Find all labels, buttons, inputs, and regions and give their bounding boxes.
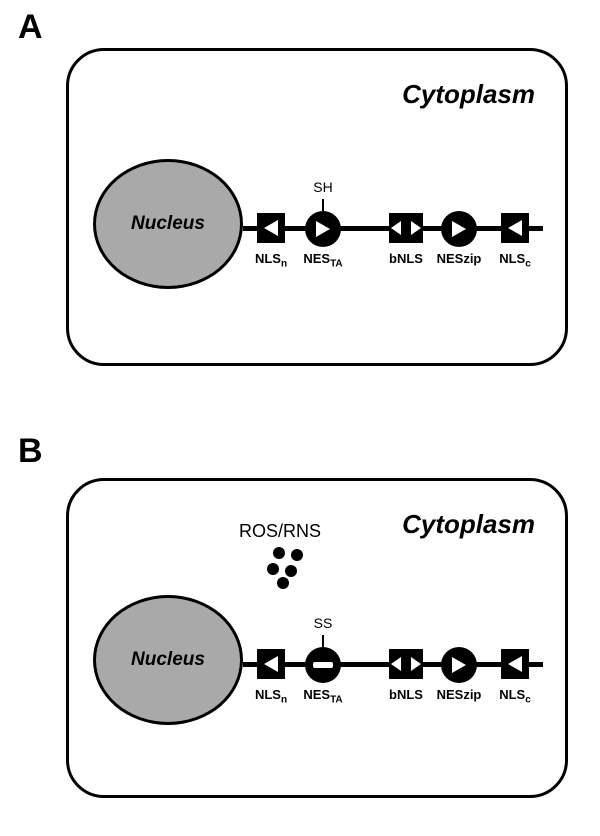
cell-b: Cytoplasm ROS/RNS Nucleus SS NLSn NESTA <box>66 478 568 798</box>
label-nlsn-b: NLSn <box>241 687 301 706</box>
ros-dots <box>267 547 317 587</box>
ss-label-b: SS <box>314 615 333 631</box>
nucleus-label-b: Nucleus <box>131 649 205 671</box>
nucleus-a: Nucleus <box>93 159 243 289</box>
domain-bnls-a <box>389 213 423 243</box>
domain-nesta-b <box>305 647 341 683</box>
arrow-left-icon <box>264 220 278 236</box>
arrow-right-icon <box>452 657 466 673</box>
label-neszip-a: NESzip <box>429 251 489 266</box>
minus-icon <box>313 662 333 668</box>
domain-neszip-a <box>441 211 477 247</box>
arrow-right-icon <box>452 221 466 237</box>
domain-nlsc-a <box>501 213 529 243</box>
label-nesta-b: NESTA <box>293 687 353 706</box>
arrow-left-icon <box>508 220 522 236</box>
domain-nlsn-a <box>257 213 285 243</box>
sh-tick-a <box>322 199 324 211</box>
domain-nesta-a <box>305 211 341 247</box>
ss-tick-b <box>322 635 324 647</box>
panel-a-letter: A <box>18 8 43 47</box>
label-nlsc-a: NLSc <box>485 251 545 270</box>
cytoplasm-label-a: Cytoplasm <box>402 79 535 110</box>
nucleus-label-a: Nucleus <box>131 213 205 235</box>
cell-a: Cytoplasm Nucleus SH NLSn NESTA bNLS NES… <box>66 48 568 366</box>
arrow-left-icon <box>508 656 522 672</box>
label-nesta-a: NESTA <box>293 251 353 270</box>
domain-bnls-b <box>389 649 423 679</box>
arrow-right-icon <box>316 221 330 237</box>
arrow-right-icon <box>411 221 421 235</box>
label-bnls-a: bNLS <box>376 251 436 266</box>
label-neszip-b: NESzip <box>429 687 489 702</box>
panel-b-letter: B <box>18 432 43 471</box>
sh-label-a: SH <box>313 179 332 195</box>
domain-nlsn-b <box>257 649 285 679</box>
arrow-right-icon <box>411 657 421 671</box>
nucleus-b: Nucleus <box>93 595 243 725</box>
ros-label-b: ROS/RNS <box>239 521 321 542</box>
label-nlsn-a: NLSn <box>241 251 301 270</box>
domain-neszip-b <box>441 647 477 683</box>
arrow-left-icon <box>264 656 278 672</box>
arrow-left-icon <box>391 657 401 671</box>
figure: { "panelA": { "letter": "A", "cytoplasm"… <box>0 0 600 836</box>
label-nlsc-b: NLSc <box>485 687 545 706</box>
cytoplasm-label-b: Cytoplasm <box>402 509 535 540</box>
arrow-left-icon <box>391 221 401 235</box>
domain-nlsc-b <box>501 649 529 679</box>
label-bnls-b: bNLS <box>376 687 436 702</box>
